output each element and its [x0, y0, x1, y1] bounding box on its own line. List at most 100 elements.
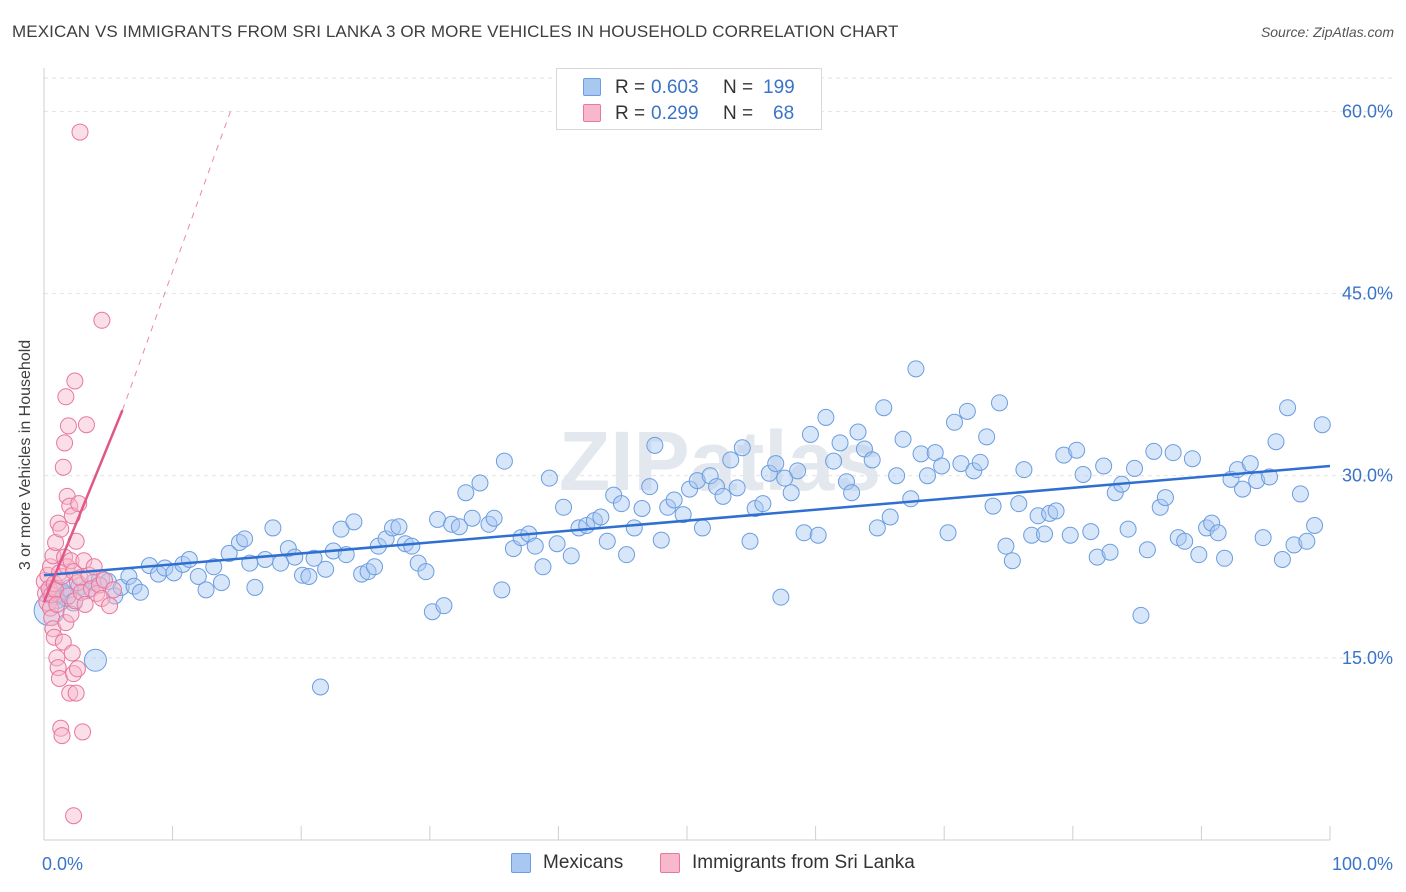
- sri-lanka-point: [48, 595, 66, 613]
- mexicans-point: [366, 558, 384, 576]
- mexicans-point: [1023, 526, 1041, 544]
- mexicans-point: [789, 462, 807, 480]
- sri-lanka-point: [54, 633, 72, 651]
- mexicans-point: [1068, 441, 1086, 459]
- mexicans-point: [106, 587, 124, 605]
- mexicans-point: [933, 457, 951, 475]
- mexicans-point: [875, 399, 893, 417]
- sri-lanka-point: [65, 807, 83, 825]
- mexicans-point: [279, 540, 297, 558]
- mexicans-point: [1015, 461, 1033, 479]
- mexicans-point: [918, 467, 936, 485]
- mexicans-point: [776, 469, 794, 487]
- mexicans-point: [801, 425, 819, 443]
- mexicans-point: [722, 451, 740, 469]
- sri-lanka-point: [52, 520, 70, 538]
- mexicans-point: [1279, 399, 1297, 417]
- y-tick-label: 60.0%: [1342, 101, 1393, 121]
- mexicans-point: [1298, 532, 1316, 550]
- mexicans-point: [345, 513, 363, 531]
- mexicans-legend-label: Mexicans: [543, 852, 624, 873]
- mexicans-point: [733, 439, 751, 457]
- mexicans-point: [633, 500, 651, 517]
- tick-labels: 15.0% 30.0% 45.0% 60.0% 0.0% 100.0%: [42, 101, 1393, 874]
- mexicans-point: [990, 394, 1008, 412]
- y-tick-label: 30.0%: [1342, 466, 1393, 486]
- mexicans-point: [83, 648, 107, 672]
- mexicans-point: [809, 526, 827, 544]
- mexicans-point: [912, 445, 930, 463]
- sri-lanka-point: [59, 417, 77, 435]
- mexicans-point: [180, 551, 198, 568]
- mexicans-point: [293, 566, 311, 584]
- mexicans-point: [1254, 529, 1272, 547]
- mexicans-point: [125, 577, 143, 595]
- mexicans-point: [1267, 433, 1285, 451]
- mexicans-point: [403, 537, 421, 555]
- mexicans-point: [1088, 548, 1106, 566]
- mexicans-point: [272, 554, 290, 572]
- mexicans-point: [286, 548, 304, 566]
- mexicans-point: [417, 563, 435, 581]
- mexicans-point: [485, 509, 503, 527]
- mexicans-points: [33, 360, 1331, 696]
- sri-lanka-trend-line: [42, 409, 124, 603]
- mexicans-point: [837, 473, 855, 491]
- mexicans-point: [236, 530, 254, 548]
- mexicans-point: [881, 508, 899, 526]
- sri-lanka-point: [104, 581, 122, 599]
- mexicans-point: [131, 583, 149, 601]
- n-value: 68: [773, 103, 795, 124]
- sri-lanka-point: [67, 684, 85, 702]
- mexicans-point: [1241, 455, 1259, 473]
- mexicans-point: [767, 455, 785, 473]
- sri-lanka-point: [52, 719, 70, 737]
- stats-legend: R = 0.603 N = 199 R = 0.299 N = 68: [556, 68, 822, 130]
- trend-lines: [42, 111, 1331, 603]
- mexicans-point: [831, 434, 849, 452]
- mexicans-point: [300, 568, 318, 585]
- mexicans-point: [1119, 520, 1137, 538]
- mexicans-point: [795, 524, 813, 542]
- mexicans-point: [562, 547, 580, 565]
- mexicans-point: [246, 578, 264, 596]
- mexicans-point: [1074, 466, 1092, 483]
- mexicans-point: [1101, 543, 1119, 561]
- mexicans-point: [526, 537, 544, 555]
- mexicans-point: [825, 452, 843, 470]
- mexicans-point: [1176, 532, 1194, 550]
- mexicans-point: [728, 479, 746, 497]
- mexicans-point: [754, 495, 772, 513]
- sri-lanka-swatch: [583, 104, 601, 122]
- mexicans-point: [693, 519, 711, 537]
- sri-lanka-point: [62, 552, 80, 570]
- mexicans-point: [674, 506, 692, 524]
- sri-lanka-point: [50, 670, 68, 687]
- mexicans-point: [945, 413, 963, 431]
- mexicans-point: [197, 581, 215, 599]
- r-label: R =: [615, 103, 646, 124]
- mexicans-point: [1291, 485, 1309, 503]
- sri-lanka-point: [57, 388, 75, 406]
- mexicans-point: [317, 560, 335, 578]
- mexicans-point: [450, 518, 468, 536]
- sri-lanka-point: [76, 595, 94, 613]
- sri-lanka-point: [49, 659, 67, 677]
- mexicans-point: [1190, 546, 1208, 564]
- mexicans-point: [205, 558, 223, 576]
- mexicans-point: [212, 574, 230, 592]
- mexicans-point: [618, 546, 636, 564]
- mexicans-point: [997, 537, 1015, 555]
- mexicans-point: [540, 469, 558, 487]
- sri-lanka-point: [68, 660, 86, 678]
- mexicans-point: [1082, 523, 1100, 541]
- mexicans-point: [978, 428, 996, 446]
- sri-lanka-point: [47, 534, 65, 551]
- mexicans-point: [1041, 504, 1059, 522]
- mexicans-point: [384, 519, 402, 537]
- mexicans-point: [1313, 416, 1331, 434]
- mexicans-point: [1061, 526, 1079, 544]
- mexicans-point: [256, 551, 274, 568]
- mexicans-point: [1234, 480, 1252, 498]
